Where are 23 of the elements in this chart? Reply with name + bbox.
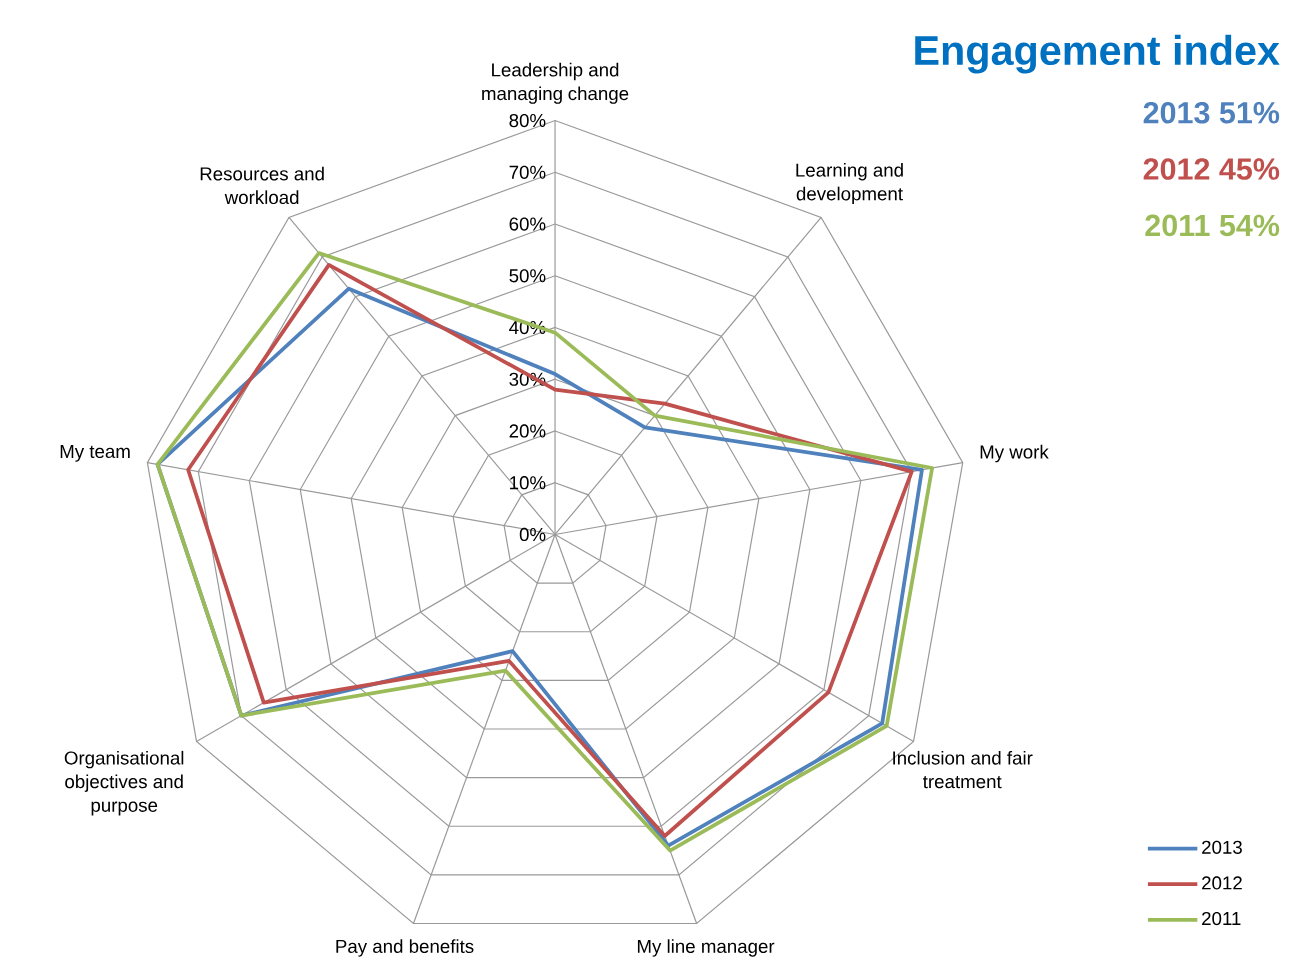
y-tick-label: 70%: [509, 165, 546, 179]
spoke-label: Resources and workload: [200, 166, 324, 204]
y-tick-label: 20%: [509, 424, 546, 438]
spoke-label: Inclusion and fair treatment: [893, 750, 1033, 789]
spoke-label: Organisational objectives and purpose: [64, 750, 184, 816]
text: 2011 54%: [1145, 214, 1280, 237]
legend-label: 2011: [1202, 911, 1241, 926]
spoke-label: My team: [60, 444, 130, 462]
y-tick-label: 80%: [509, 113, 546, 128]
spoke-label: Leadership and managing change: [482, 62, 629, 104]
chart-title: Engagement index: [915, 34, 1280, 74]
legend-label: 2012: [1202, 876, 1242, 890]
spoke-label: My line manager: [637, 939, 775, 957]
spoke-label: Learning and development: [796, 162, 903, 204]
y-tick-label: 10%: [510, 476, 546, 490]
y-tick-label: 0%: [519, 527, 546, 541]
spoke-label: My work: [980, 444, 1049, 463]
y-tick-label: 60%: [509, 217, 546, 231]
spoke-label: Pay and benefits: [336, 939, 474, 957]
text: 2012 45%: [1143, 158, 1280, 180]
legend-label: 2013: [1202, 840, 1242, 854]
y-tick-label: 50%: [509, 269, 546, 283]
text: 2013 51%: [1143, 101, 1280, 124]
